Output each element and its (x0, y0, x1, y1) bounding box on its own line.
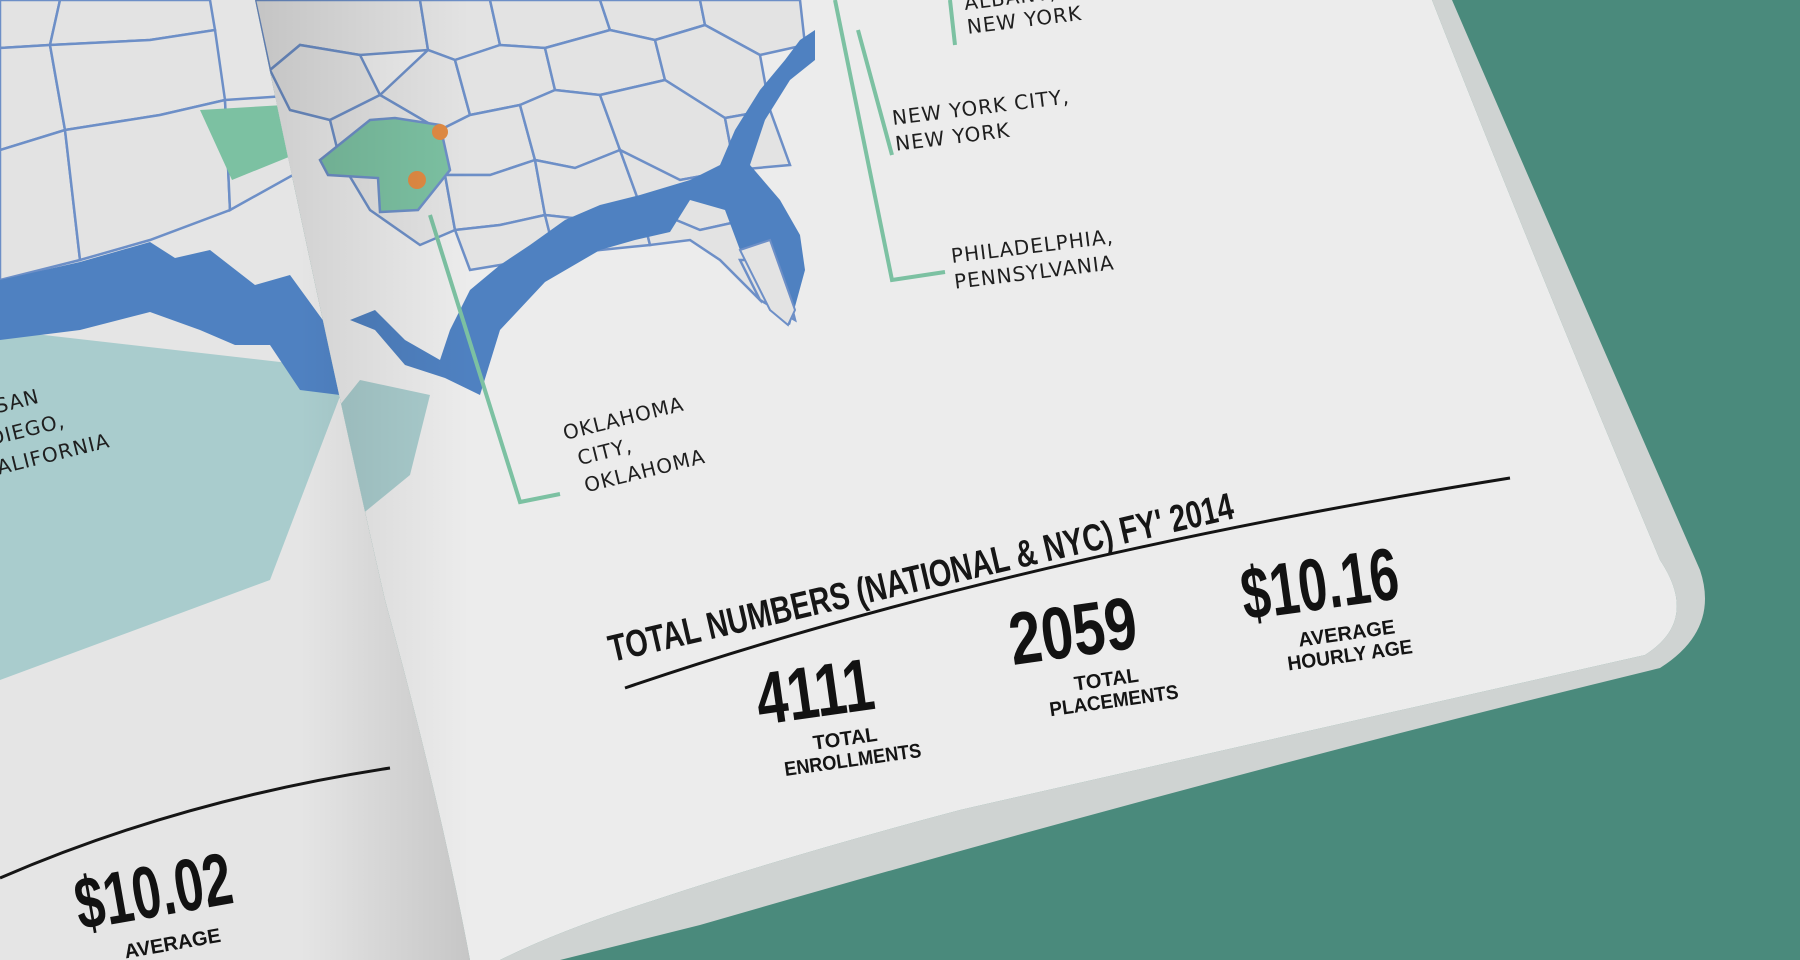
stat-placements: 2059 TOTAL PLACEMENTS (1004, 581, 1180, 721)
stat-enrollments-value: 4111 (751, 642, 879, 741)
totals-rule (624, 476, 1511, 690)
stat-hourly-wage: $10.16 AVERAGE HOURLY AGE (1236, 532, 1414, 676)
page-edges (500, 0, 1705, 960)
stat-placements-value: 2059 (1004, 581, 1142, 681)
